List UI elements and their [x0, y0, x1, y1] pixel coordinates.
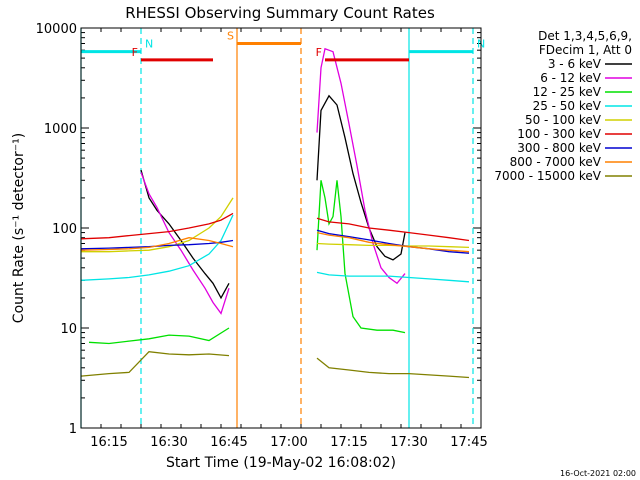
legend-label: 7000 - 15000 keV [494, 169, 601, 183]
y-tick-label: 1 [69, 422, 77, 437]
series-line [140, 172, 230, 315]
series-line [80, 212, 234, 240]
annotation-label: N [145, 38, 153, 51]
axis-ticks-group [80, 28, 482, 429]
series-line [140, 169, 230, 300]
y-tick-labels: 1 10 100 1000 10000 [36, 22, 77, 437]
series-line [80, 214, 234, 281]
x-tick-label: 17:00 [270, 435, 307, 450]
x-tick-label: 17:30 [390, 435, 427, 450]
footer-date: 16-Oct-2021 02:00 [560, 469, 636, 478]
x-tick-labels: 16:15 16:30 16:45 17:00 17:15 17:30 17:45 [90, 435, 487, 450]
legend-label: 800 - 7000 keV [510, 155, 602, 169]
y-tick-label: 100 [52, 222, 77, 237]
legend-label: 100 - 300 keV [517, 127, 601, 141]
chart-title: RHESSI Observing Summary Count Rates [125, 4, 435, 22]
x-tick-label: 16:15 [90, 435, 127, 450]
legend-label: 25 - 50 keV [533, 99, 602, 113]
series-group [80, 47, 470, 379]
series-line [316, 180, 406, 334]
annotation-label: S [227, 29, 234, 42]
plot-frame [80, 27, 482, 429]
series-line [80, 239, 234, 250]
legend-label: 3 - 6 keV [548, 57, 602, 71]
series-line [316, 217, 470, 242]
legend-header: FDecim 1, Att 0 [539, 43, 632, 57]
series-line [316, 229, 470, 254]
annotations-group: N NF FS [81, 29, 485, 62]
y-tick-label: 10000 [36, 22, 77, 37]
marker-lines-group [80, 28, 474, 428]
legend-label: 50 - 100 keV [525, 113, 602, 127]
annotation-label: F [132, 46, 138, 59]
series-line [316, 47, 406, 285]
legend-label: 12 - 25 keV [533, 85, 602, 99]
series-line [316, 94, 406, 261]
legend-header: Det 1,3,4,5,6,9, [538, 29, 632, 43]
y-tick-label: 10 [60, 322, 77, 337]
series-line [88, 327, 230, 345]
series-line [80, 237, 234, 251]
legend: Det 1,3,4,5,6,9,FDecim 1, Att 03 - 6 keV… [494, 29, 632, 183]
x-axis-label: Start Time (19-May-02 16:08:02) [166, 455, 396, 471]
series-line [80, 351, 230, 377]
x-tick-label: 16:45 [210, 435, 247, 450]
series-line [316, 242, 470, 249]
legend-label: 6 - 12 keV [540, 71, 602, 85]
series-line [316, 271, 470, 283]
series-line [316, 231, 470, 253]
y-tick-label: 1000 [44, 122, 77, 137]
legend-label: 300 - 800 keV [517, 141, 601, 155]
x-tick-label: 16:30 [150, 435, 187, 450]
annotation-label: F [316, 46, 322, 59]
x-tick-label: 17:15 [330, 435, 367, 450]
x-tick-label: 17:45 [450, 435, 487, 450]
series-line [316, 357, 470, 379]
series-line [81, 197, 234, 253]
y-axis-label: Count Rate (s⁻¹ detector⁻¹) [11, 133, 27, 323]
